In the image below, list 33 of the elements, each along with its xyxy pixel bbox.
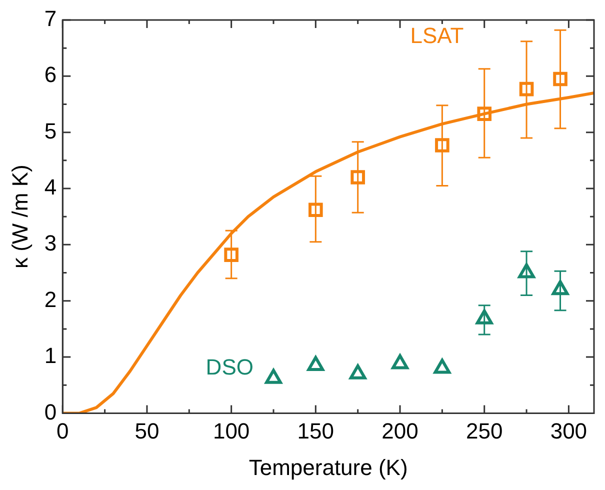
y-tick-label: 6 xyxy=(44,62,57,88)
point xyxy=(519,82,534,96)
point xyxy=(349,364,366,380)
y-tick-label: 3 xyxy=(44,230,57,256)
y-tick-label: 5 xyxy=(44,118,57,144)
point xyxy=(224,248,238,262)
point xyxy=(552,280,569,296)
y-axis-title: κ (W /m K) xyxy=(7,164,32,269)
y-tick-label: 7 xyxy=(44,6,57,32)
point xyxy=(476,309,493,324)
x-tick-label: 50 xyxy=(134,418,160,444)
text: LSAT xyxy=(410,23,464,48)
point xyxy=(392,354,408,370)
point xyxy=(518,263,535,278)
x-tick-label: 300 xyxy=(550,418,588,444)
y-tick-label: 2 xyxy=(44,286,57,312)
x-tick-label: 150 xyxy=(297,418,334,444)
x-tick-label: 250 xyxy=(466,418,503,444)
x-axis-title: Temperature (K) xyxy=(248,454,408,480)
point xyxy=(477,106,492,121)
x-tick-label: 100 xyxy=(212,418,250,444)
point xyxy=(553,72,568,86)
point xyxy=(265,368,282,384)
point xyxy=(350,170,365,184)
series-label: DSO xyxy=(206,354,254,380)
y-tick-label: 4 xyxy=(44,174,57,200)
point xyxy=(434,358,451,374)
point xyxy=(307,356,324,371)
point xyxy=(435,138,450,152)
x-tick-label: 200 xyxy=(382,418,418,444)
y-tick-label: 0 xyxy=(44,399,57,424)
y-tick-label: 1 xyxy=(44,343,57,368)
point xyxy=(308,202,323,218)
